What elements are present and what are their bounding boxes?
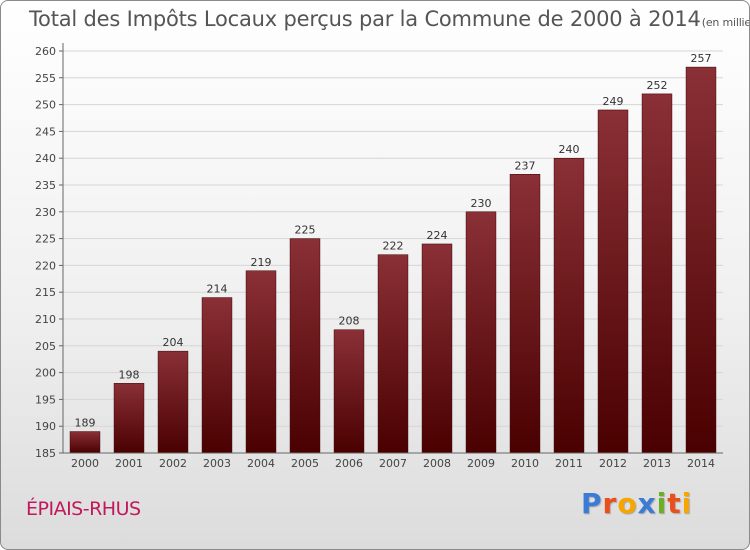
x-tick-label: 2010 <box>511 457 539 470</box>
bar <box>333 329 365 454</box>
logo-letter: x <box>637 487 657 520</box>
chart-title-text: Total des Impôts Locaux perçus par la Co… <box>29 7 701 31</box>
logo-letter: P <box>581 487 603 520</box>
data-label: 198 <box>119 368 140 381</box>
x-tick-label: 2013 <box>643 457 671 470</box>
x-tick-label: 2009 <box>467 457 495 470</box>
x-tick-label: 2001 <box>115 457 143 470</box>
x-tick-label: 2000 <box>71 457 99 470</box>
bar <box>69 431 101 454</box>
bar <box>685 66 717 454</box>
bars: 189 198 204 214 219 225 208 222 224 230 237 240 249 2… <box>69 52 717 454</box>
chart-title-unit: (en milliers d'€) <box>701 16 749 29</box>
bar <box>289 238 321 454</box>
x-tick-label: 2008 <box>423 457 451 470</box>
logo-letter: i <box>656 487 668 520</box>
bar <box>113 383 145 454</box>
bar <box>465 211 497 454</box>
data-label: 208 <box>339 315 360 328</box>
y-tick-label: 260 <box>35 45 56 58</box>
proxiti-logo: Proxiti <box>581 487 692 520</box>
x-tick-label: 2002 <box>159 457 187 470</box>
x-tick-label: 2012 <box>599 457 627 470</box>
y-tick-label: 210 <box>35 313 56 326</box>
y-tick-label: 205 <box>35 340 56 353</box>
commune-name: ÉPIAIS-RHUS <box>26 498 141 520</box>
x-tick-label: 2011 <box>555 457 583 470</box>
y-axis: 185 190 195 200 205 210 215 220 225 230 235 240 245 2… <box>35 43 64 460</box>
x-tick-label: 2004 <box>247 457 275 470</box>
logo-letter: r <box>602 487 618 520</box>
y-tick-label: 190 <box>35 420 56 433</box>
bar <box>245 270 277 454</box>
x-tick-label: 2006 <box>335 457 363 470</box>
bar <box>509 174 541 454</box>
data-label: 249 <box>603 95 624 108</box>
bar <box>201 297 233 454</box>
x-tick-label: 2005 <box>291 457 319 470</box>
bar <box>597 109 629 454</box>
logo-letter: t <box>667 487 682 520</box>
data-label: 225 <box>295 224 316 237</box>
bar <box>157 350 189 454</box>
y-tick-label: 220 <box>35 259 56 272</box>
logo-letter: i <box>681 487 693 520</box>
y-tick-label: 195 <box>35 393 56 406</box>
data-label: 204 <box>163 336 184 349</box>
y-tick-label: 255 <box>35 72 56 85</box>
data-label: 257 <box>691 52 712 65</box>
data-label: 214 <box>207 283 228 296</box>
bar <box>641 93 673 454</box>
y-tick-label: 225 <box>35 233 56 246</box>
y-tick-label: 250 <box>35 99 56 112</box>
logo-letter: o <box>617 487 638 520</box>
y-tick-label: 215 <box>35 286 56 299</box>
data-label: 252 <box>647 79 668 92</box>
data-label: 222 <box>383 240 404 253</box>
bar <box>377 254 409 454</box>
data-label: 237 <box>515 159 536 172</box>
x-tick-label: 2007 <box>379 457 407 470</box>
data-label: 240 <box>559 143 580 156</box>
y-tick-label: 230 <box>35 206 56 219</box>
y-tick-label: 235 <box>35 179 56 192</box>
data-label: 230 <box>471 197 492 210</box>
y-tick-label: 200 <box>35 367 56 380</box>
chart-title: Total des Impôts Locaux perçus par la Co… <box>29 7 749 31</box>
y-tick-label: 245 <box>35 125 56 138</box>
x-tick-label: 2003 <box>203 457 231 470</box>
x-tick-label: 2014 <box>687 457 715 470</box>
data-label: 219 <box>251 256 272 269</box>
bar <box>421 243 453 454</box>
x-axis: 2000 2001 2002 2003 2004 2005 2006 2007 2008 2009… <box>63 452 723 470</box>
y-tick-label: 240 <box>35 152 56 165</box>
data-label: 189 <box>75 417 96 430</box>
data-label: 224 <box>427 229 448 242</box>
y-tick-label: 185 <box>35 447 56 460</box>
bar <box>553 157 585 454</box>
